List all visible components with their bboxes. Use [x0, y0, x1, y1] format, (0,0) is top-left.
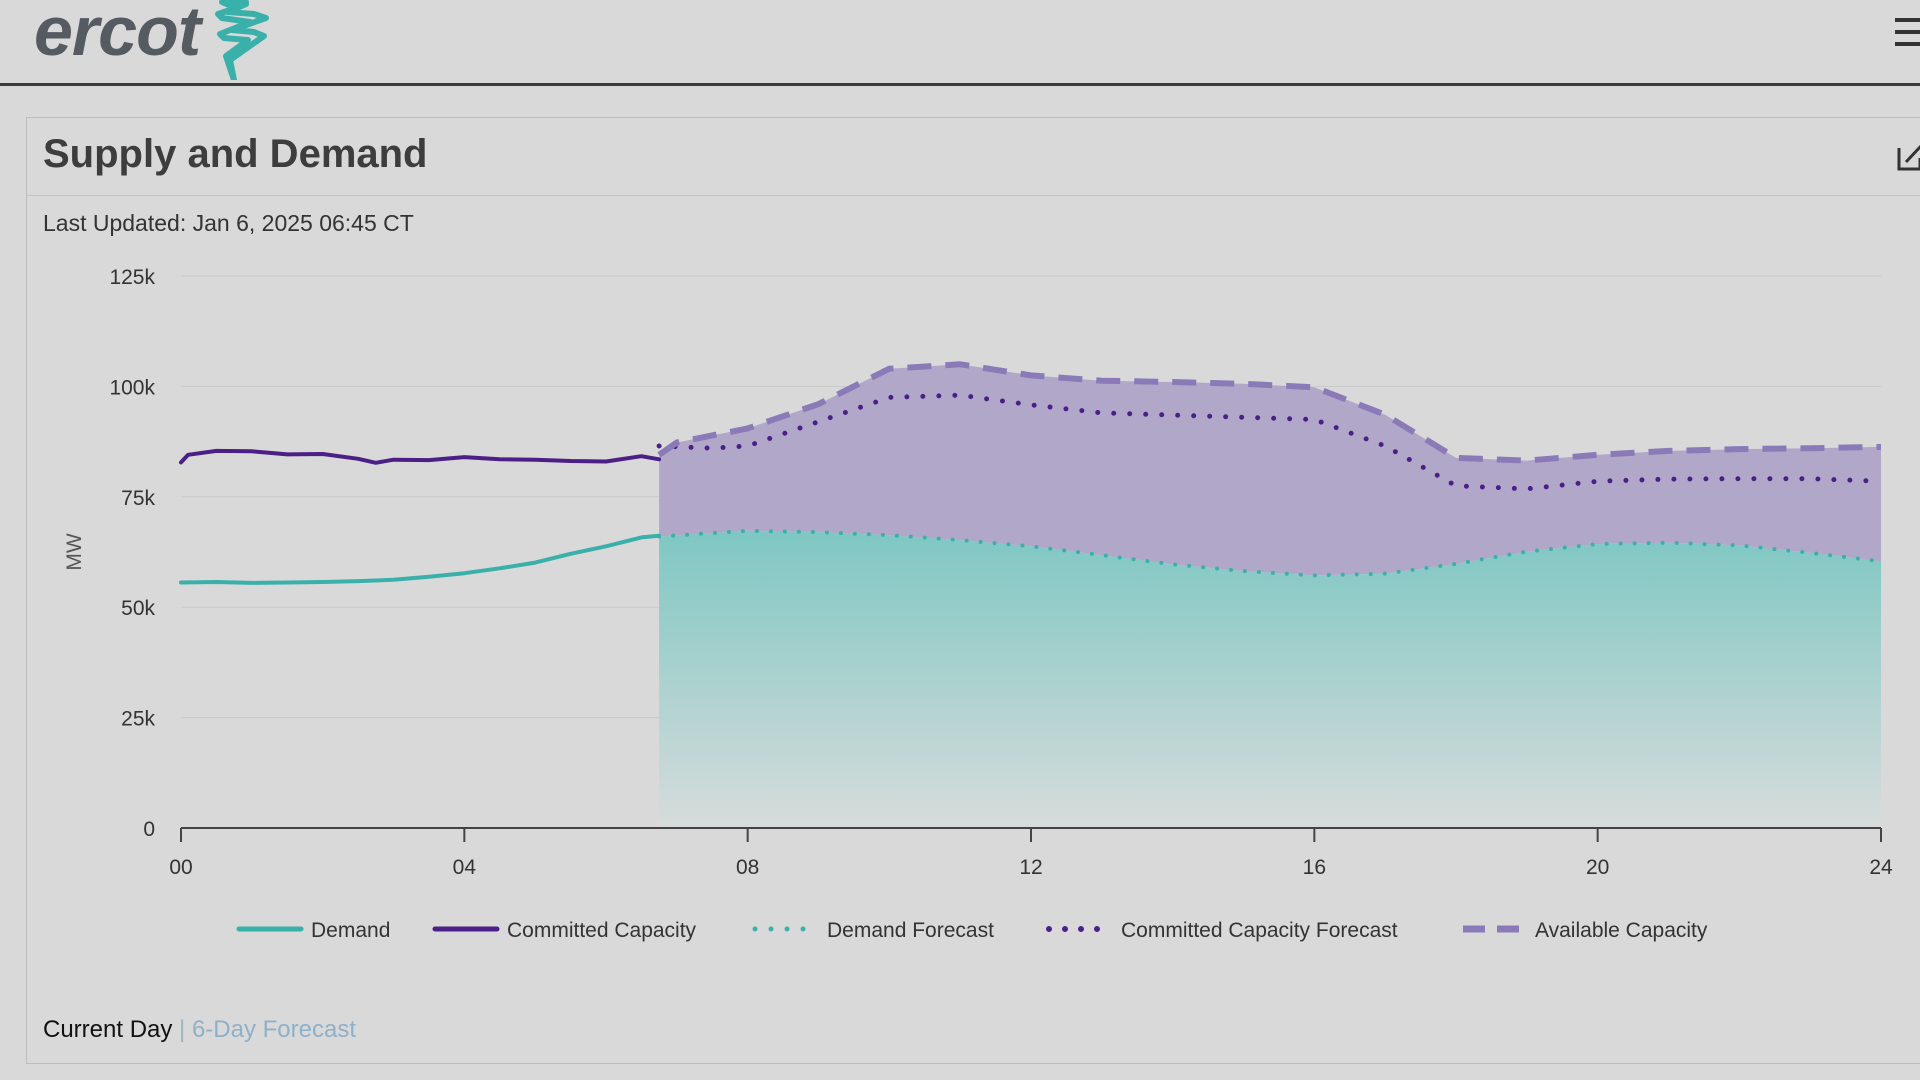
logo-text: ercot — [34, 0, 201, 70]
committed-capacity-line — [179, 448, 662, 465]
top-navigation-bar: ercot — [0, 0, 1920, 86]
tab-separator: | — [179, 1016, 186, 1043]
chart-axes: 0 25k 50k 75k 100k 125k MW 00 04 08 12 16 20 24 — [63, 266, 1893, 879]
x-tick-label: 04 — [453, 856, 477, 879]
ercot-lightning-mark-icon — [215, 0, 270, 80]
ercot-logo[interactable]: ercot — [34, 0, 272, 86]
y-tick-label: 0 — [143, 818, 155, 841]
chart-area-fills — [659, 364, 1881, 828]
x-tick-label: 12 — [1019, 856, 1042, 879]
supply-demand-chart: 0 25k 50k 75k 100k 125k MW 00 04 08 12 16 20 24 Deman… — [63, 266, 1893, 942]
chart-series-lines — [179, 361, 1884, 585]
x-tick-label: 20 — [1586, 856, 1609, 879]
demand-forecast-fill — [659, 530, 1881, 828]
legend-label-committed-capacity-forecast: Committed Capacity Forecast — [1121, 919, 1398, 942]
view-toggle: Current Day | 6-Day Forecast — [43, 1016, 356, 1044]
y-axis-label: MW — [63, 533, 86, 570]
legend-label-committed-capacity: Committed Capacity — [507, 919, 697, 942]
legend-label-demand-forecast: Demand Forecast — [827, 919, 994, 942]
x-tick-label: 08 — [736, 856, 759, 879]
y-tick-label: 25k — [121, 708, 155, 731]
y-tick-label: 50k — [121, 597, 155, 620]
y-tick-label: 75k — [121, 487, 155, 510]
card-header: Supply and Demand — [27, 118, 1920, 196]
x-tick-label: 24 — [1869, 856, 1893, 879]
demand-line — [179, 533, 662, 585]
legend-label-available-capacity: Available Capacity — [1535, 919, 1708, 942]
card-title: Supply and Demand — [43, 132, 428, 176]
last-updated-text: Last Updated: Jan 6, 2025 06:45 CT — [43, 210, 414, 236]
available-capacity-fill — [659, 364, 1881, 576]
current-day-tab[interactable]: Current Day — [43, 1016, 173, 1043]
y-tick-label: 125k — [109, 266, 155, 289]
available-capacity-line — [657, 361, 1882, 464]
hamburger-menu-icon[interactable] — [1893, 14, 1920, 50]
committed-capacity-forecast-line — [656, 392, 1884, 492]
y-tick-label: 100k — [109, 376, 155, 399]
supply-demand-card: Supply and Demand Last Updated: Jan 6, 2… — [26, 117, 1920, 1064]
x-tick-label: 16 — [1303, 856, 1326, 879]
six-day-forecast-tab[interactable]: 6-Day Forecast — [191, 1016, 357, 1043]
chart-legend: Demand Committed Capacity Demand Forecast C… — [236, 919, 1708, 942]
legend-label-demand: Demand — [311, 919, 390, 942]
x-tick-label: 00 — [169, 856, 192, 879]
external-open-icon[interactable] — [1895, 142, 1920, 172]
